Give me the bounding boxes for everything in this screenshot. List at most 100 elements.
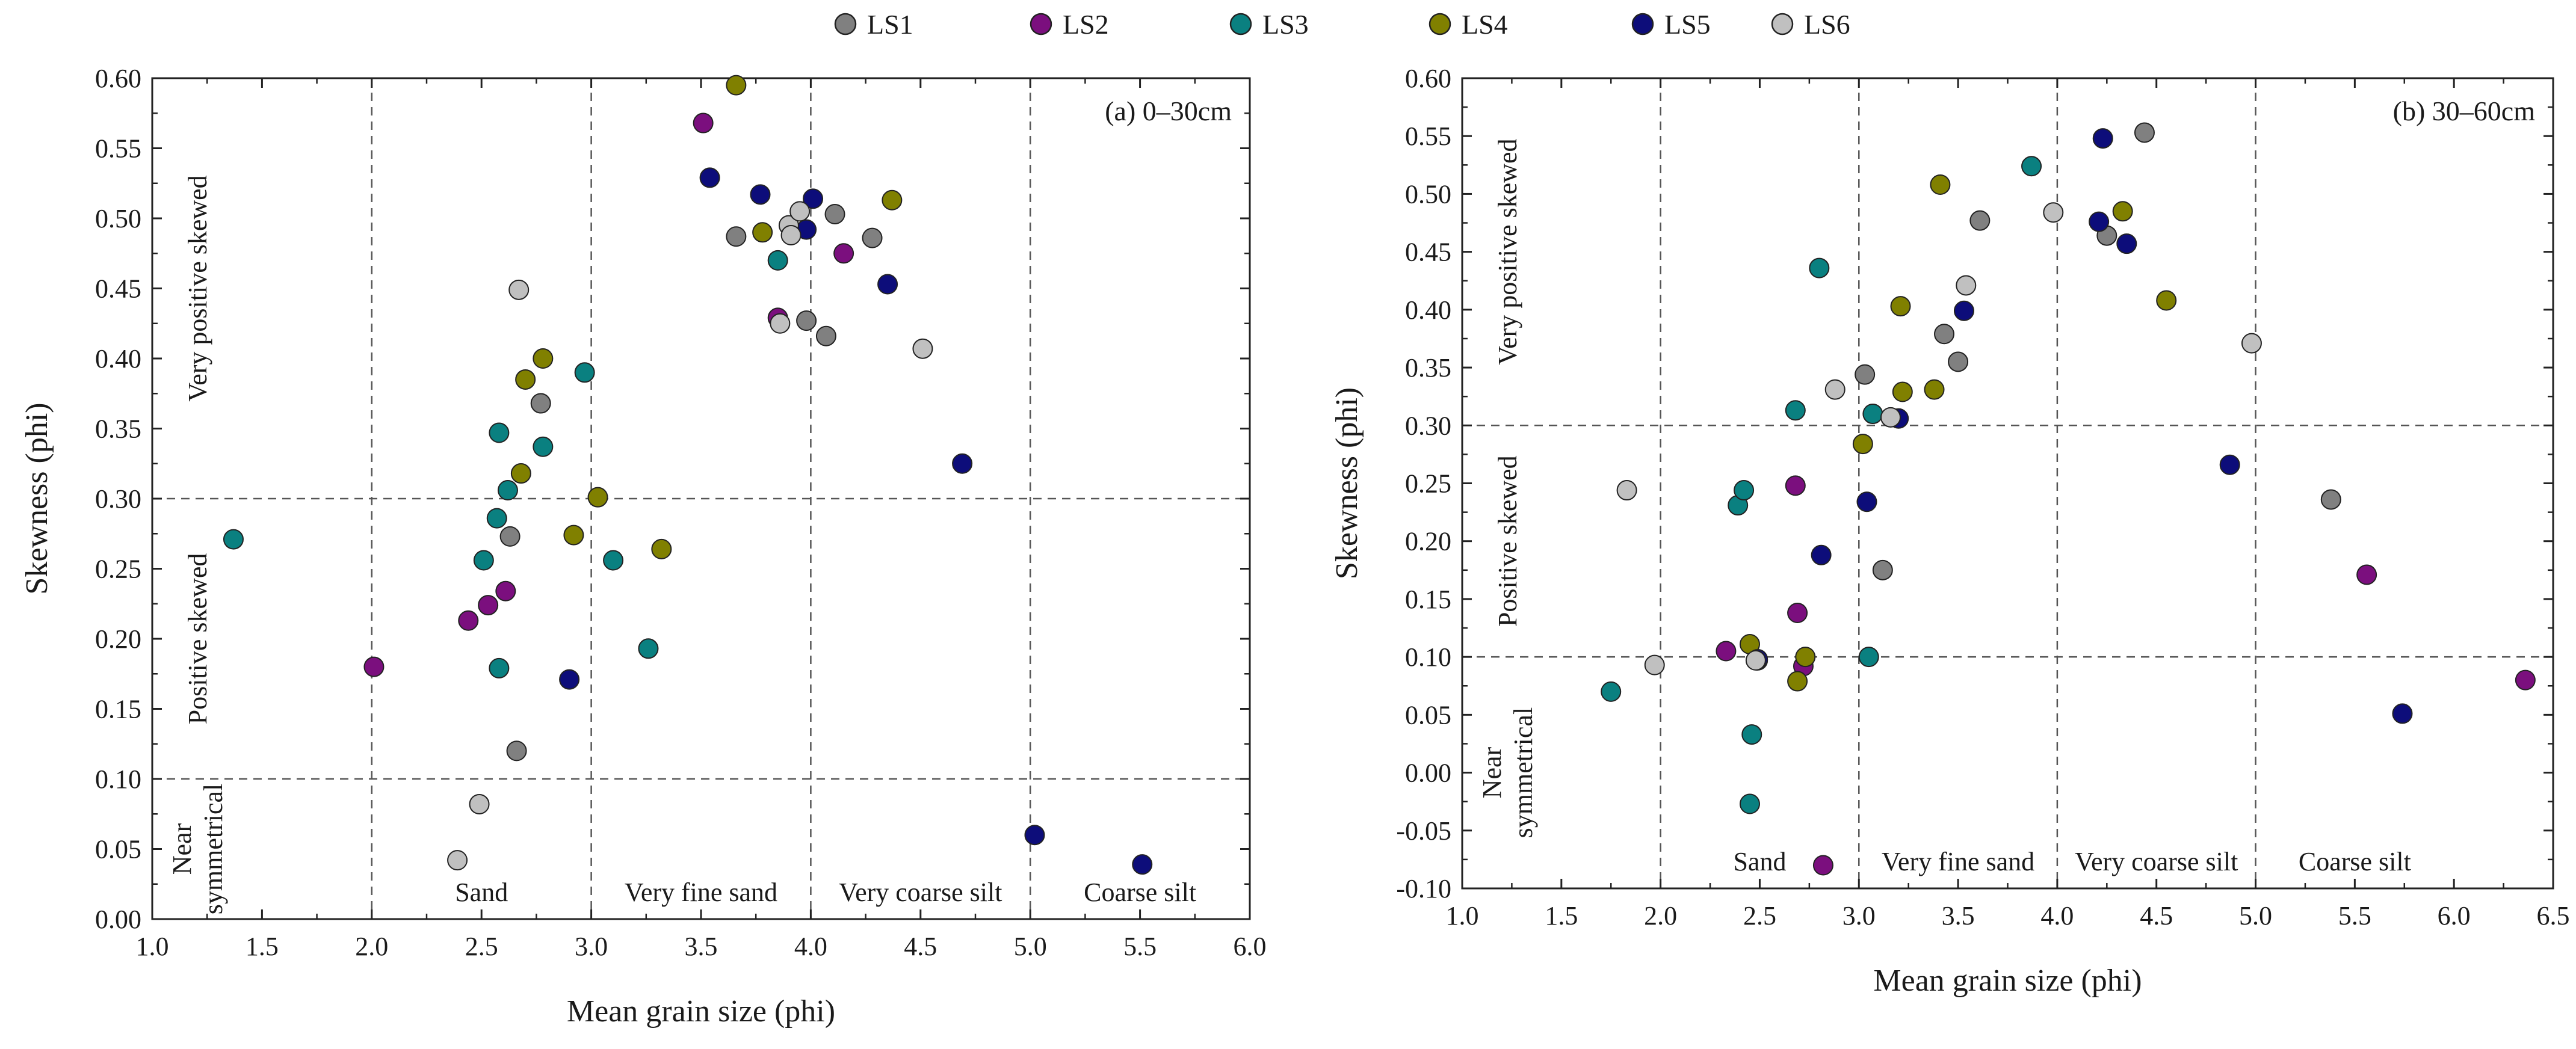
panel-a-series-ls3 xyxy=(223,250,788,678)
panel-a-ytick-label: 0.45 xyxy=(95,274,141,304)
panel-b-ytick-label: 0.10 xyxy=(1405,642,1451,672)
data-point-ls2 xyxy=(2515,669,2536,691)
data-point-ls5 xyxy=(1132,854,1153,875)
data-point-ls5 xyxy=(699,167,720,188)
panel-b-series-ls2 xyxy=(1716,475,2536,876)
panel-b-ytick-label: 0.00 xyxy=(1405,758,1451,788)
panel-b-ytick-label: 0.35 xyxy=(1405,353,1451,383)
data-point-ls3 xyxy=(489,657,510,678)
panel-b-xtick-label: 1.0 xyxy=(1446,901,1479,931)
panel-b-xtick-label: 2.0 xyxy=(1644,901,1677,931)
panel-b-xtick-label: 5.0 xyxy=(2239,901,2272,931)
data-point-ls6 xyxy=(469,793,490,814)
data-point-ls4 xyxy=(1930,174,1951,195)
legend-marker-ls2 xyxy=(1030,13,1052,35)
data-point-ls1 xyxy=(499,526,520,547)
panel-b-ytick-label: 0.20 xyxy=(1405,527,1451,556)
data-point-ls2 xyxy=(363,656,385,677)
data-point-ls4 xyxy=(1787,671,1808,692)
panel-a-xtick-label: 5.5 xyxy=(1123,932,1157,961)
data-point-ls5 xyxy=(1953,300,1974,321)
data-point-ls6 xyxy=(2241,333,2262,354)
data-point-ls3 xyxy=(1739,793,1760,814)
panel-a-xtick-label: 4.0 xyxy=(794,932,827,961)
data-point-ls4 xyxy=(563,524,584,546)
legend: LS1 LS2 LS3 LS4 LS5 LS6 xyxy=(834,9,1850,40)
data-point-ls5 xyxy=(2116,233,2137,254)
data-point-ls5 xyxy=(952,453,973,474)
legend-marker-ls5 xyxy=(1631,13,1654,35)
data-point-ls4 xyxy=(533,348,554,369)
data-point-ls2 xyxy=(495,580,516,601)
data-point-ls2 xyxy=(693,112,714,134)
panel-b-series-ls6 xyxy=(1616,202,2262,675)
panel-b-ytick-label: 0.40 xyxy=(1405,295,1451,325)
data-point-ls6 xyxy=(1824,379,1846,400)
data-point-ls2 xyxy=(478,595,499,616)
panel-b-ylabel: Skewness (phi) xyxy=(1330,387,1364,579)
panel-a-xlabel: Mean grain size (phi) xyxy=(567,994,835,1029)
data-point-ls6 xyxy=(912,338,933,359)
data-point-ls4 xyxy=(2112,201,2133,222)
data-point-ls3 xyxy=(1809,257,1830,278)
panel-a-ytick-label: 0.30 xyxy=(95,484,141,514)
panel-b-x-region-label: Coarse silt xyxy=(2299,847,2411,876)
legend-label-ls4: LS4 xyxy=(1462,9,1508,40)
data-point-ls3 xyxy=(473,550,494,571)
legend-marker-ls1 xyxy=(834,13,857,35)
data-point-ls6 xyxy=(780,224,802,245)
data-point-ls6 xyxy=(508,279,530,300)
panel-b-xtick-label: 3.0 xyxy=(1842,901,1876,931)
legend-label-ls3: LS3 xyxy=(1262,9,1309,40)
data-point-ls2 xyxy=(458,610,479,631)
data-point-ls1 xyxy=(1855,364,1876,385)
panel-a-xtick-label: 2.0 xyxy=(355,932,388,961)
data-point-ls1 xyxy=(1872,559,1893,580)
panel-a: 1.0 1.5 2.0 2.5 3.0 3.5 4.0 4.5 5.0 5.5 6.0 0.00 0.0… xyxy=(20,64,1267,1029)
panel-b-ytick-label: 0.25 xyxy=(1405,469,1451,499)
data-point-ls2 xyxy=(1716,641,1737,662)
panel-a-x-region-label: Very fine sand xyxy=(625,878,777,907)
panel-a-ytick-label: 0.00 xyxy=(95,905,141,934)
data-point-ls2 xyxy=(1812,855,1833,876)
data-point-ls3 xyxy=(489,422,510,443)
data-point-ls4 xyxy=(1795,647,1816,668)
panel-b-ytick-label: 0.55 xyxy=(1405,122,1451,151)
panel-a-xtick-label: 6.0 xyxy=(1234,932,1267,961)
data-point-ls4 xyxy=(651,538,672,559)
data-point-ls3 xyxy=(1601,681,1622,702)
panel-a-y-region-label: symmetrical xyxy=(199,784,228,915)
data-point-ls3 xyxy=(1858,647,1879,668)
data-point-ls3 xyxy=(486,508,507,529)
data-point-ls6 xyxy=(1880,407,1901,428)
data-point-ls5 xyxy=(2392,703,2413,724)
legend-label-ls6: LS6 xyxy=(1804,9,1850,40)
panel-b-x-region-label: Very coarse silt xyxy=(2075,847,2238,876)
panel-b-xlabel: Mean grain size (phi) xyxy=(1873,964,2142,998)
data-point-ls1 xyxy=(2320,489,2341,510)
data-point-ls2 xyxy=(1787,603,1808,624)
data-point-ls5 xyxy=(1856,491,1877,512)
data-point-ls4 xyxy=(510,463,531,484)
data-point-ls3 xyxy=(497,480,518,501)
panel-b-ytick-label: 0.45 xyxy=(1405,238,1451,267)
panel-b-ytick-label: -0.10 xyxy=(1396,874,1451,903)
panel-a-ylabel: Skewness (phi) xyxy=(20,402,54,594)
panel-a-ytick-label: 0.15 xyxy=(95,695,141,724)
data-point-ls6 xyxy=(1644,654,1665,675)
data-point-ls3 xyxy=(1862,404,1883,425)
panel-b-xtick-label: 6.0 xyxy=(2438,901,2471,931)
panel-a-xtick-label: 1.5 xyxy=(246,932,279,961)
data-point-ls6 xyxy=(770,313,791,334)
panel-a-y-region-label: Very positive skewed xyxy=(183,175,212,401)
legend-marker-ls4 xyxy=(1429,13,1451,35)
legend-marker-ls6 xyxy=(1771,13,1794,35)
panel-b-ytick-label: -0.05 xyxy=(1396,816,1451,846)
data-point-ls5 xyxy=(1811,544,1832,565)
data-point-ls1 xyxy=(506,740,527,761)
data-point-ls1 xyxy=(726,226,747,247)
data-point-ls4 xyxy=(726,75,747,96)
panel-b-series-ls4 xyxy=(1739,174,2177,692)
panel-b-ytick-label: 0.30 xyxy=(1405,411,1451,440)
